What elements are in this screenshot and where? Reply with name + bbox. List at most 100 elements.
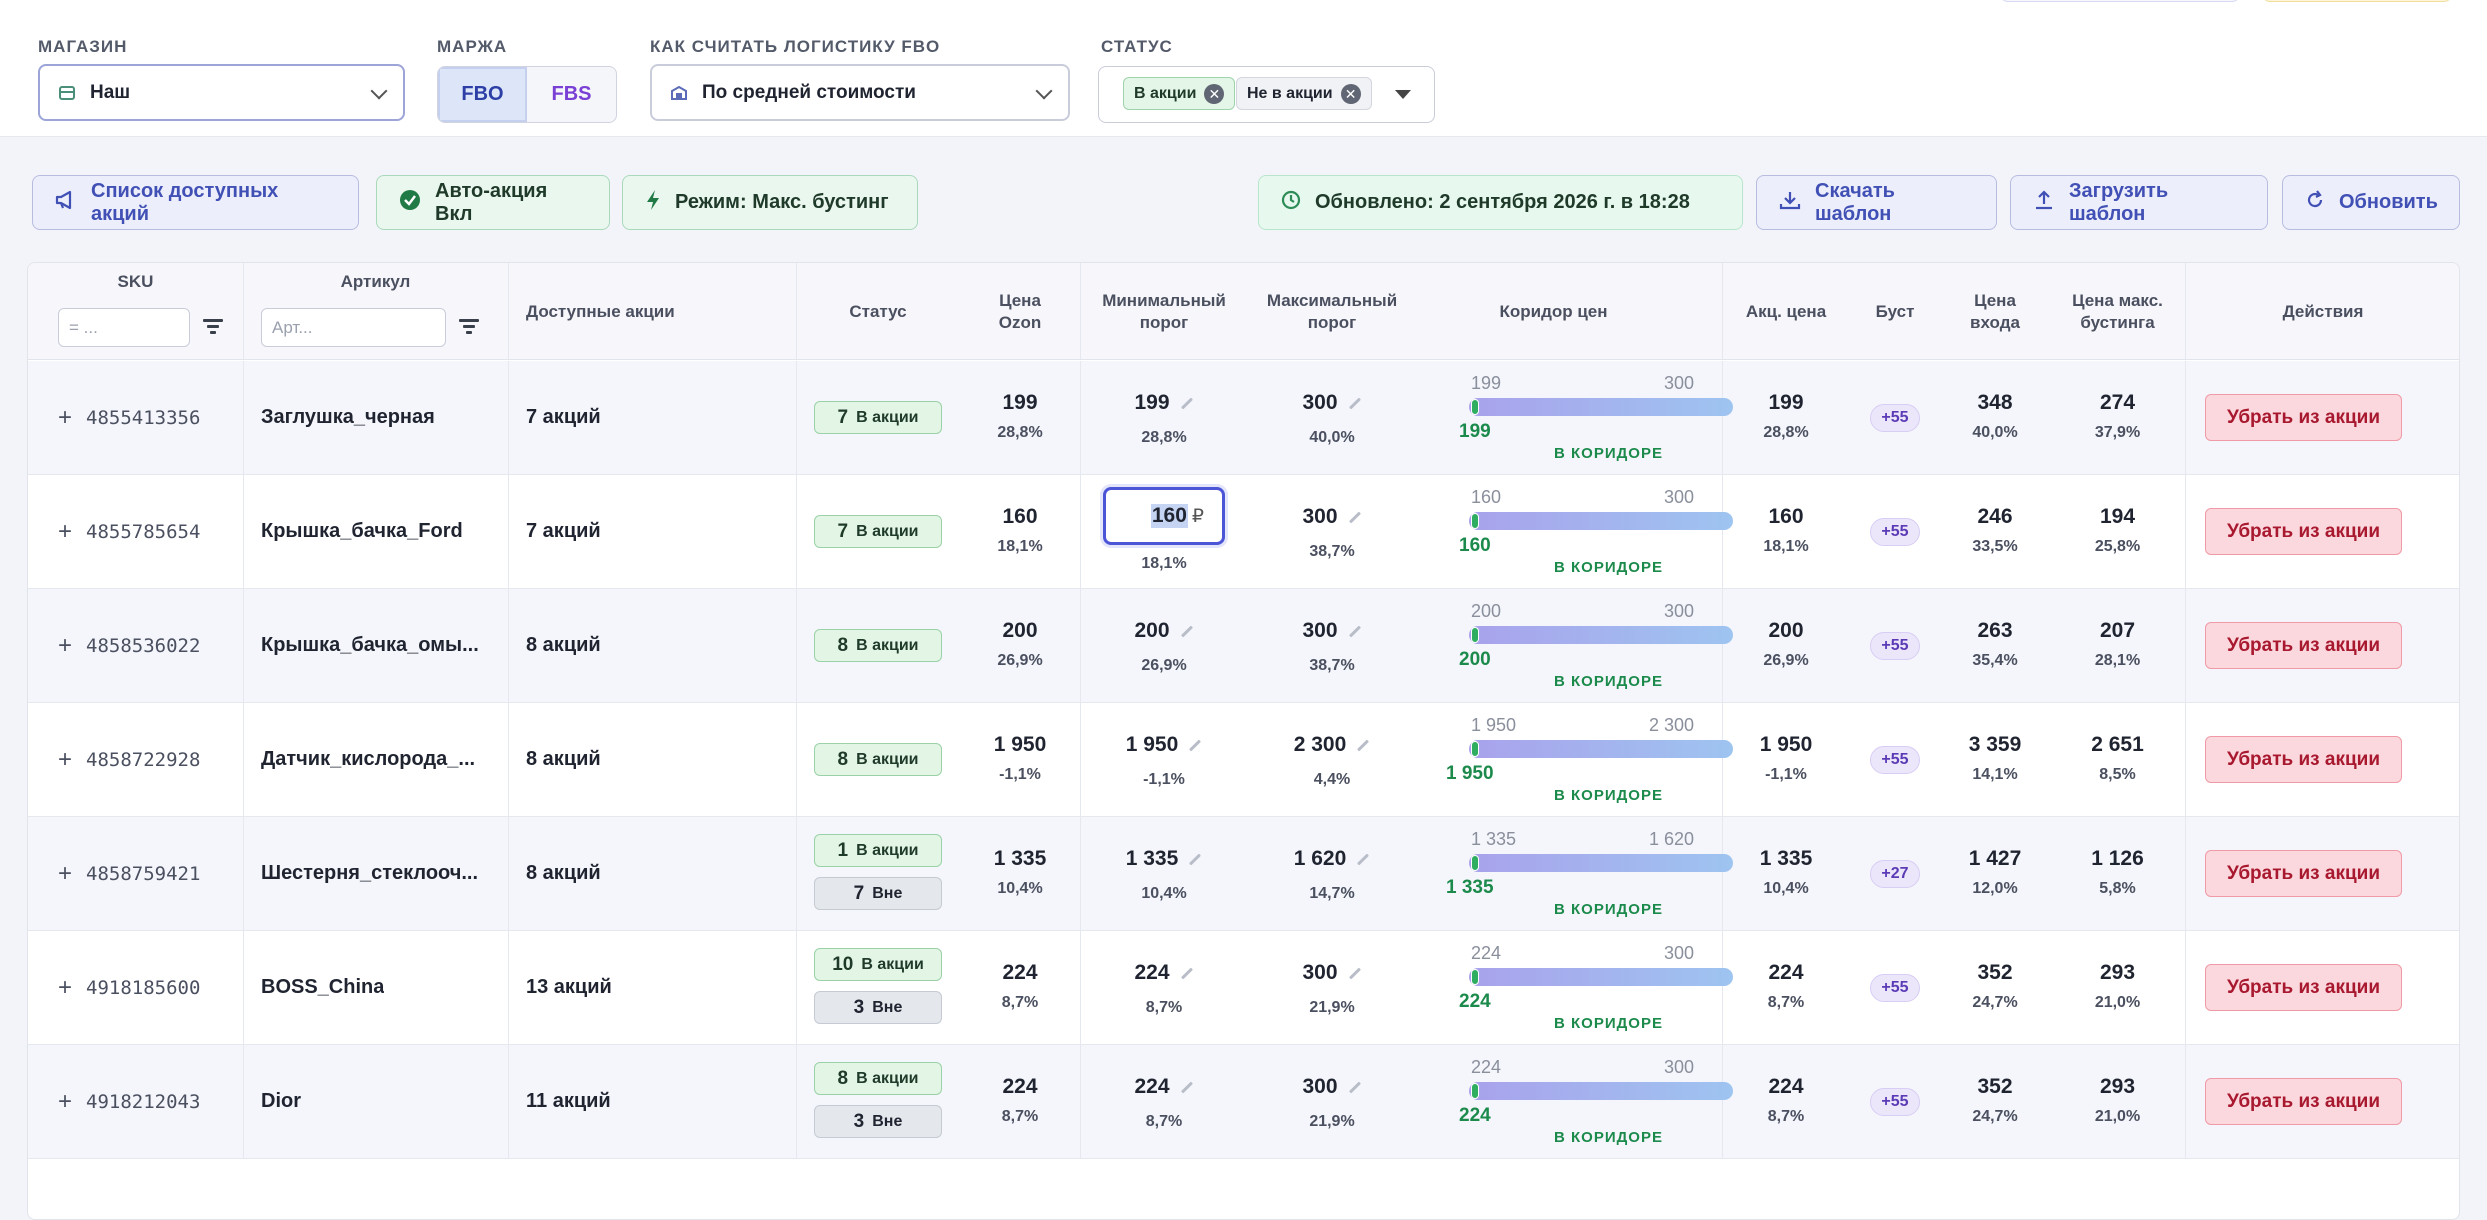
filter-bar: МАГАЗИН Наш МАРЖА FBO FBS КАК СЧИТАТЬ ЛО… [0,0,2487,137]
max-threshold-value[interactable]: 300 [1248,391,1416,415]
download-template-button[interactable]: Скачать шаблон [1756,175,1997,230]
logistics-select[interactable]: По средней стоимости [650,64,1070,121]
max-threshold-value[interactable]: 2 300 [1248,733,1416,757]
table-row: +4858536022 Крышка_бачка_омы... 8 акций 8 В … [28,589,2459,703]
promo-price: 200 26,9% [1722,589,1850,702]
column-divider [243,263,244,359]
caret-down-icon[interactable] [1395,90,1411,99]
pencil-icon[interactable] [1348,1081,1361,1094]
remove-from-promo-button[interactable]: Убрать из акции [2205,1078,2402,1125]
status-multiselect[interactable]: В акции ✕ Не в акции ✕ [1098,66,1435,123]
expand-plus-icon[interactable]: + [58,973,73,1001]
promos-count[interactable]: 8 акций [526,634,601,656]
expand-plus-icon[interactable]: + [58,1087,73,1115]
shop-label: МАГАЗИН [38,37,128,56]
promo-price-value: 1 335 [1722,847,1850,871]
max-threshold-number: 1 620 [1293,847,1347,870]
promo-price-percent: -1,1% [1765,766,1807,783]
status-cell: 10 В акции 3 Вне [796,931,960,1044]
column-divider [796,589,797,702]
chevron-down-icon [1035,82,1053,100]
max-threshold-value[interactable]: 300 [1248,505,1416,529]
status-cell: 1 В акции 7 Вне [796,817,960,930]
promos-count[interactable]: 8 акций [526,862,601,884]
max-threshold-value[interactable]: 300 [1248,619,1416,643]
max-threshold-number: 300 [1302,961,1338,984]
min-threshold-value[interactable]: 224 [1080,1075,1248,1099]
min-threshold-value[interactable]: 1 335 [1080,847,1248,871]
min-threshold-value[interactable]: 200 [1080,619,1248,643]
remove-from-promo-button[interactable]: Убрать из акции [2205,850,2402,897]
min-threshold-input[interactable]: 160 ₽ [1103,487,1225,545]
article-filter-input[interactable]: Арт... [261,308,446,347]
pencil-icon[interactable] [1189,853,1202,866]
promo-price: 224 8,7% [1722,931,1850,1044]
auto-promo-button[interactable]: Авто-акция Вкл [376,175,610,230]
remove-from-promo-button[interactable]: Убрать из акции [2205,622,2402,669]
sku-filter-input[interactable]: = ... [58,308,190,347]
expand-plus-icon[interactable]: + [58,745,73,773]
corridor-bar [1469,512,1733,530]
boost-badge: +27 [1870,860,1920,888]
max-threshold-value[interactable]: 300 [1248,1075,1416,1099]
pencil-icon[interactable] [1180,625,1193,638]
expand-plus-icon[interactable]: + [58,517,73,545]
pencil-icon[interactable] [1348,625,1361,638]
status-chip-out[interactable]: Не в акции ✕ [1236,77,1372,110]
close-icon[interactable]: ✕ [1340,83,1361,104]
promos-count[interactable]: 11 акций [526,1090,611,1112]
remove-from-promo-button[interactable]: Убрать из акции [2205,394,2402,441]
promo-list-button[interactable]: Список доступных акций [32,175,359,230]
promos-count[interactable]: 7 акций [526,520,601,542]
table-row: +4918212043 Dior 11 акций 8 В акции 3 Вне 224 8,… [28,1045,2459,1159]
min-threshold-number: 224 [1134,1075,1170,1098]
status-chip-in[interactable]: В акции ✕ [1123,77,1236,110]
max-boost-price-value: 194 [2050,505,2185,529]
remove-from-promo-button[interactable]: Убрать из акции [2205,736,2402,783]
upload-template-button[interactable]: Загрузить шаблон [2010,175,2268,230]
expand-plus-icon[interactable]: + [58,631,73,659]
expand-plus-icon[interactable]: + [58,403,73,431]
pencil-icon[interactable] [1180,1081,1193,1094]
refresh-button[interactable]: Обновить [2282,175,2460,230]
pencil-icon[interactable] [1357,739,1370,752]
filter-icon[interactable] [203,319,223,335]
expand-plus-icon[interactable]: + [58,859,73,887]
promos-count[interactable]: 13 акций [526,976,612,998]
remove-from-promo-button[interactable]: Убрать из акции [2205,508,2402,555]
pencil-icon[interactable] [1348,967,1361,980]
max-threshold-value[interactable]: 1 620 [1248,847,1416,871]
max-threshold-value[interactable]: 300 [1248,961,1416,985]
promos-count[interactable]: 8 акций [526,748,601,770]
pencil-icon[interactable] [1357,853,1370,866]
header-button-partial[interactable] [2000,0,2240,2]
pencil-icon[interactable] [1180,967,1193,980]
margin-option-fbo[interactable]: FBO [438,67,527,122]
column-divider [1080,263,1081,359]
status-badge: 8 В акции [814,1062,942,1095]
corridor-bar [1469,1082,1733,1100]
pencil-icon[interactable] [1348,511,1361,524]
sku-cell: +4855413356 [58,361,243,474]
shop-select[interactable]: Наш [38,64,405,121]
min-threshold: 224 8,7% [1080,1045,1248,1158]
min-threshold-value[interactable]: 1 950 [1080,733,1248,757]
pencil-icon[interactable] [1189,739,1202,752]
promo-price: 160 18,1% [1722,475,1850,588]
min-threshold-value[interactable]: 199 [1080,391,1248,415]
pencil-icon[interactable] [1180,397,1193,410]
status-badge: 7 В акции [814,401,942,434]
margin-option-fbs[interactable]: FBS [551,83,592,105]
filter-icon[interactable] [459,319,479,335]
header-button-partial-yellow[interactable] [2262,0,2452,2]
column-divider [243,589,244,702]
column-divider [796,931,797,1044]
min-threshold-value[interactable]: 224 [1080,961,1248,985]
pencil-icon[interactable] [1348,397,1361,410]
close-icon[interactable]: ✕ [1204,83,1225,104]
promos-count[interactable]: 7 акций [526,406,601,428]
corridor-current-value: 160 [1459,535,1491,556]
mode-button[interactable]: Режим: Макс. бустинг [622,175,918,230]
corridor-bar [1469,854,1733,872]
remove-from-promo-button[interactable]: Убрать из акции [2205,964,2402,1011]
